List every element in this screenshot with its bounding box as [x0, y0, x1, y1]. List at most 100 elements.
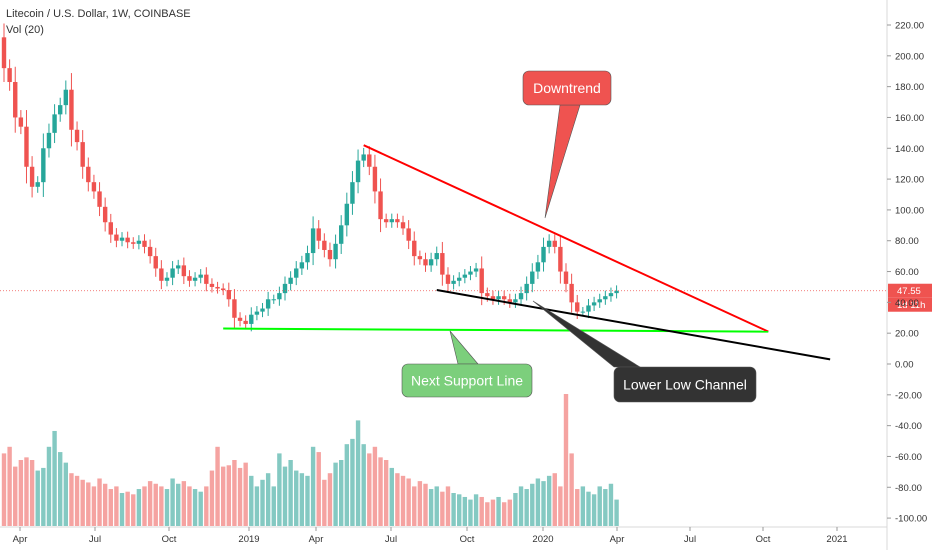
candle[interactable] — [339, 215, 344, 254]
trendlines[interactable] — [223, 144, 831, 361]
candle[interactable] — [147, 239, 153, 264]
candle[interactable] — [237, 312, 243, 327]
candle[interactable] — [187, 270, 192, 287]
candle[interactable] — [327, 242, 333, 267]
candle[interactable] — [136, 235, 142, 250]
candle[interactable] — [535, 254, 541, 279]
candle[interactable] — [389, 213, 394, 228]
candle[interactable] — [546, 234, 552, 254]
candle[interactable] — [417, 250, 423, 265]
support-line[interactable] — [223, 327, 769, 333]
candle[interactable] — [361, 147, 366, 168]
downtrend-callout[interactable]: Downtrend — [522, 70, 612, 219]
candle[interactable] — [108, 213, 113, 243]
candle[interactable] — [524, 276, 529, 301]
candle[interactable] — [383, 213, 389, 228]
candle[interactable] — [563, 263, 569, 293]
candle[interactable] — [125, 231, 130, 249]
candle[interactable] — [558, 234, 563, 284]
candle[interactable] — [243, 315, 248, 330]
lower-low-channel-callout[interactable]: Lower Low Channel — [532, 300, 757, 403]
candle[interactable] — [170, 261, 175, 286]
candle[interactable] — [372, 154, 378, 204]
candle[interactable] — [46, 123, 52, 158]
candle[interactable] — [102, 197, 108, 232]
candle[interactable] — [462, 269, 468, 284]
candle[interactable] — [412, 231, 417, 266]
candle[interactable] — [305, 245, 310, 270]
downtrend-line[interactable] — [363, 144, 769, 333]
candle[interactable] — [97, 182, 102, 217]
candle[interactable] — [496, 290, 501, 305]
candle[interactable] — [249, 307, 254, 332]
candle[interactable] — [507, 293, 512, 308]
candle[interactable] — [232, 289, 237, 328]
candle[interactable] — [13, 66, 18, 133]
candle[interactable] — [226, 282, 231, 307]
candle[interactable] — [395, 213, 400, 228]
candle[interactable] — [445, 267, 451, 292]
candle[interactable] — [344, 192, 350, 237]
candlesticks[interactable] — [1, 23, 619, 332]
candle[interactable] — [400, 215, 406, 235]
candle[interactable] — [58, 97, 63, 122]
candle[interactable] — [457, 272, 462, 287]
candle[interactable] — [294, 261, 299, 286]
candle[interactable] — [271, 294, 276, 304]
candle[interactable] — [18, 110, 24, 135]
candle[interactable] — [569, 273, 574, 313]
candle[interactable] — [378, 178, 383, 233]
candle[interactable] — [603, 290, 608, 305]
candle[interactable] — [316, 220, 321, 250]
candle[interactable] — [254, 306, 260, 321]
candle[interactable] — [490, 290, 496, 305]
candle[interactable] — [468, 265, 473, 281]
annotations[interactable]: Downtrend Next Support Line Lower Low Chan… — [401, 70, 757, 403]
lower-low-channel-line[interactable] — [436, 289, 831, 361]
candle[interactable] — [350, 171, 355, 215]
candle[interactable] — [209, 278, 215, 293]
candle[interactable] — [614, 285, 619, 299]
x-axis[interactable]: Apr Jul Oct 2019 Apr Jul Oct 2020 Apr Jul Oct 2021 — [0, 526, 887, 545]
candle[interactable] — [86, 157, 91, 192]
candle[interactable] — [473, 262, 479, 278]
candle[interactable] — [41, 133, 46, 197]
candle[interactable] — [159, 260, 164, 290]
candle[interactable] — [265, 291, 271, 316]
candle[interactable] — [7, 59, 12, 91]
candle[interactable] — [220, 283, 226, 296]
candle[interactable] — [288, 271, 293, 291]
candle[interactable] — [204, 267, 209, 292]
candle[interactable] — [580, 306, 586, 317]
candle[interactable] — [299, 255, 305, 275]
next-support-line-callout[interactable]: Next Support Line — [401, 330, 533, 398]
candle[interactable] — [260, 302, 265, 318]
candle[interactable] — [164, 272, 170, 287]
candle[interactable] — [63, 80, 69, 115]
candle[interactable] — [597, 293, 602, 308]
candle[interactable] — [74, 121, 80, 151]
candle[interactable] — [69, 73, 74, 147]
candle[interactable] — [530, 263, 535, 293]
candle[interactable] — [52, 104, 57, 144]
candle[interactable] — [586, 298, 591, 319]
candle[interactable] — [513, 293, 518, 308]
candle[interactable] — [406, 220, 411, 250]
candle[interactable] — [518, 286, 524, 306]
candle[interactable] — [440, 241, 445, 286]
candle[interactable] — [434, 246, 439, 266]
candle[interactable] — [367, 146, 372, 176]
candle[interactable] — [153, 247, 158, 277]
candle[interactable] — [282, 276, 288, 301]
candle[interactable] — [80, 130, 85, 179]
candle[interactable] — [142, 234, 147, 254]
candle[interactable] — [1, 23, 7, 83]
candle[interactable] — [355, 149, 361, 194]
candle[interactable] — [277, 286, 282, 306]
candle[interactable] — [608, 287, 614, 302]
candle[interactable] — [333, 234, 338, 269]
candle[interactable] — [192, 272, 198, 287]
candle[interactable] — [591, 296, 597, 311]
candle[interactable] — [114, 228, 119, 248]
